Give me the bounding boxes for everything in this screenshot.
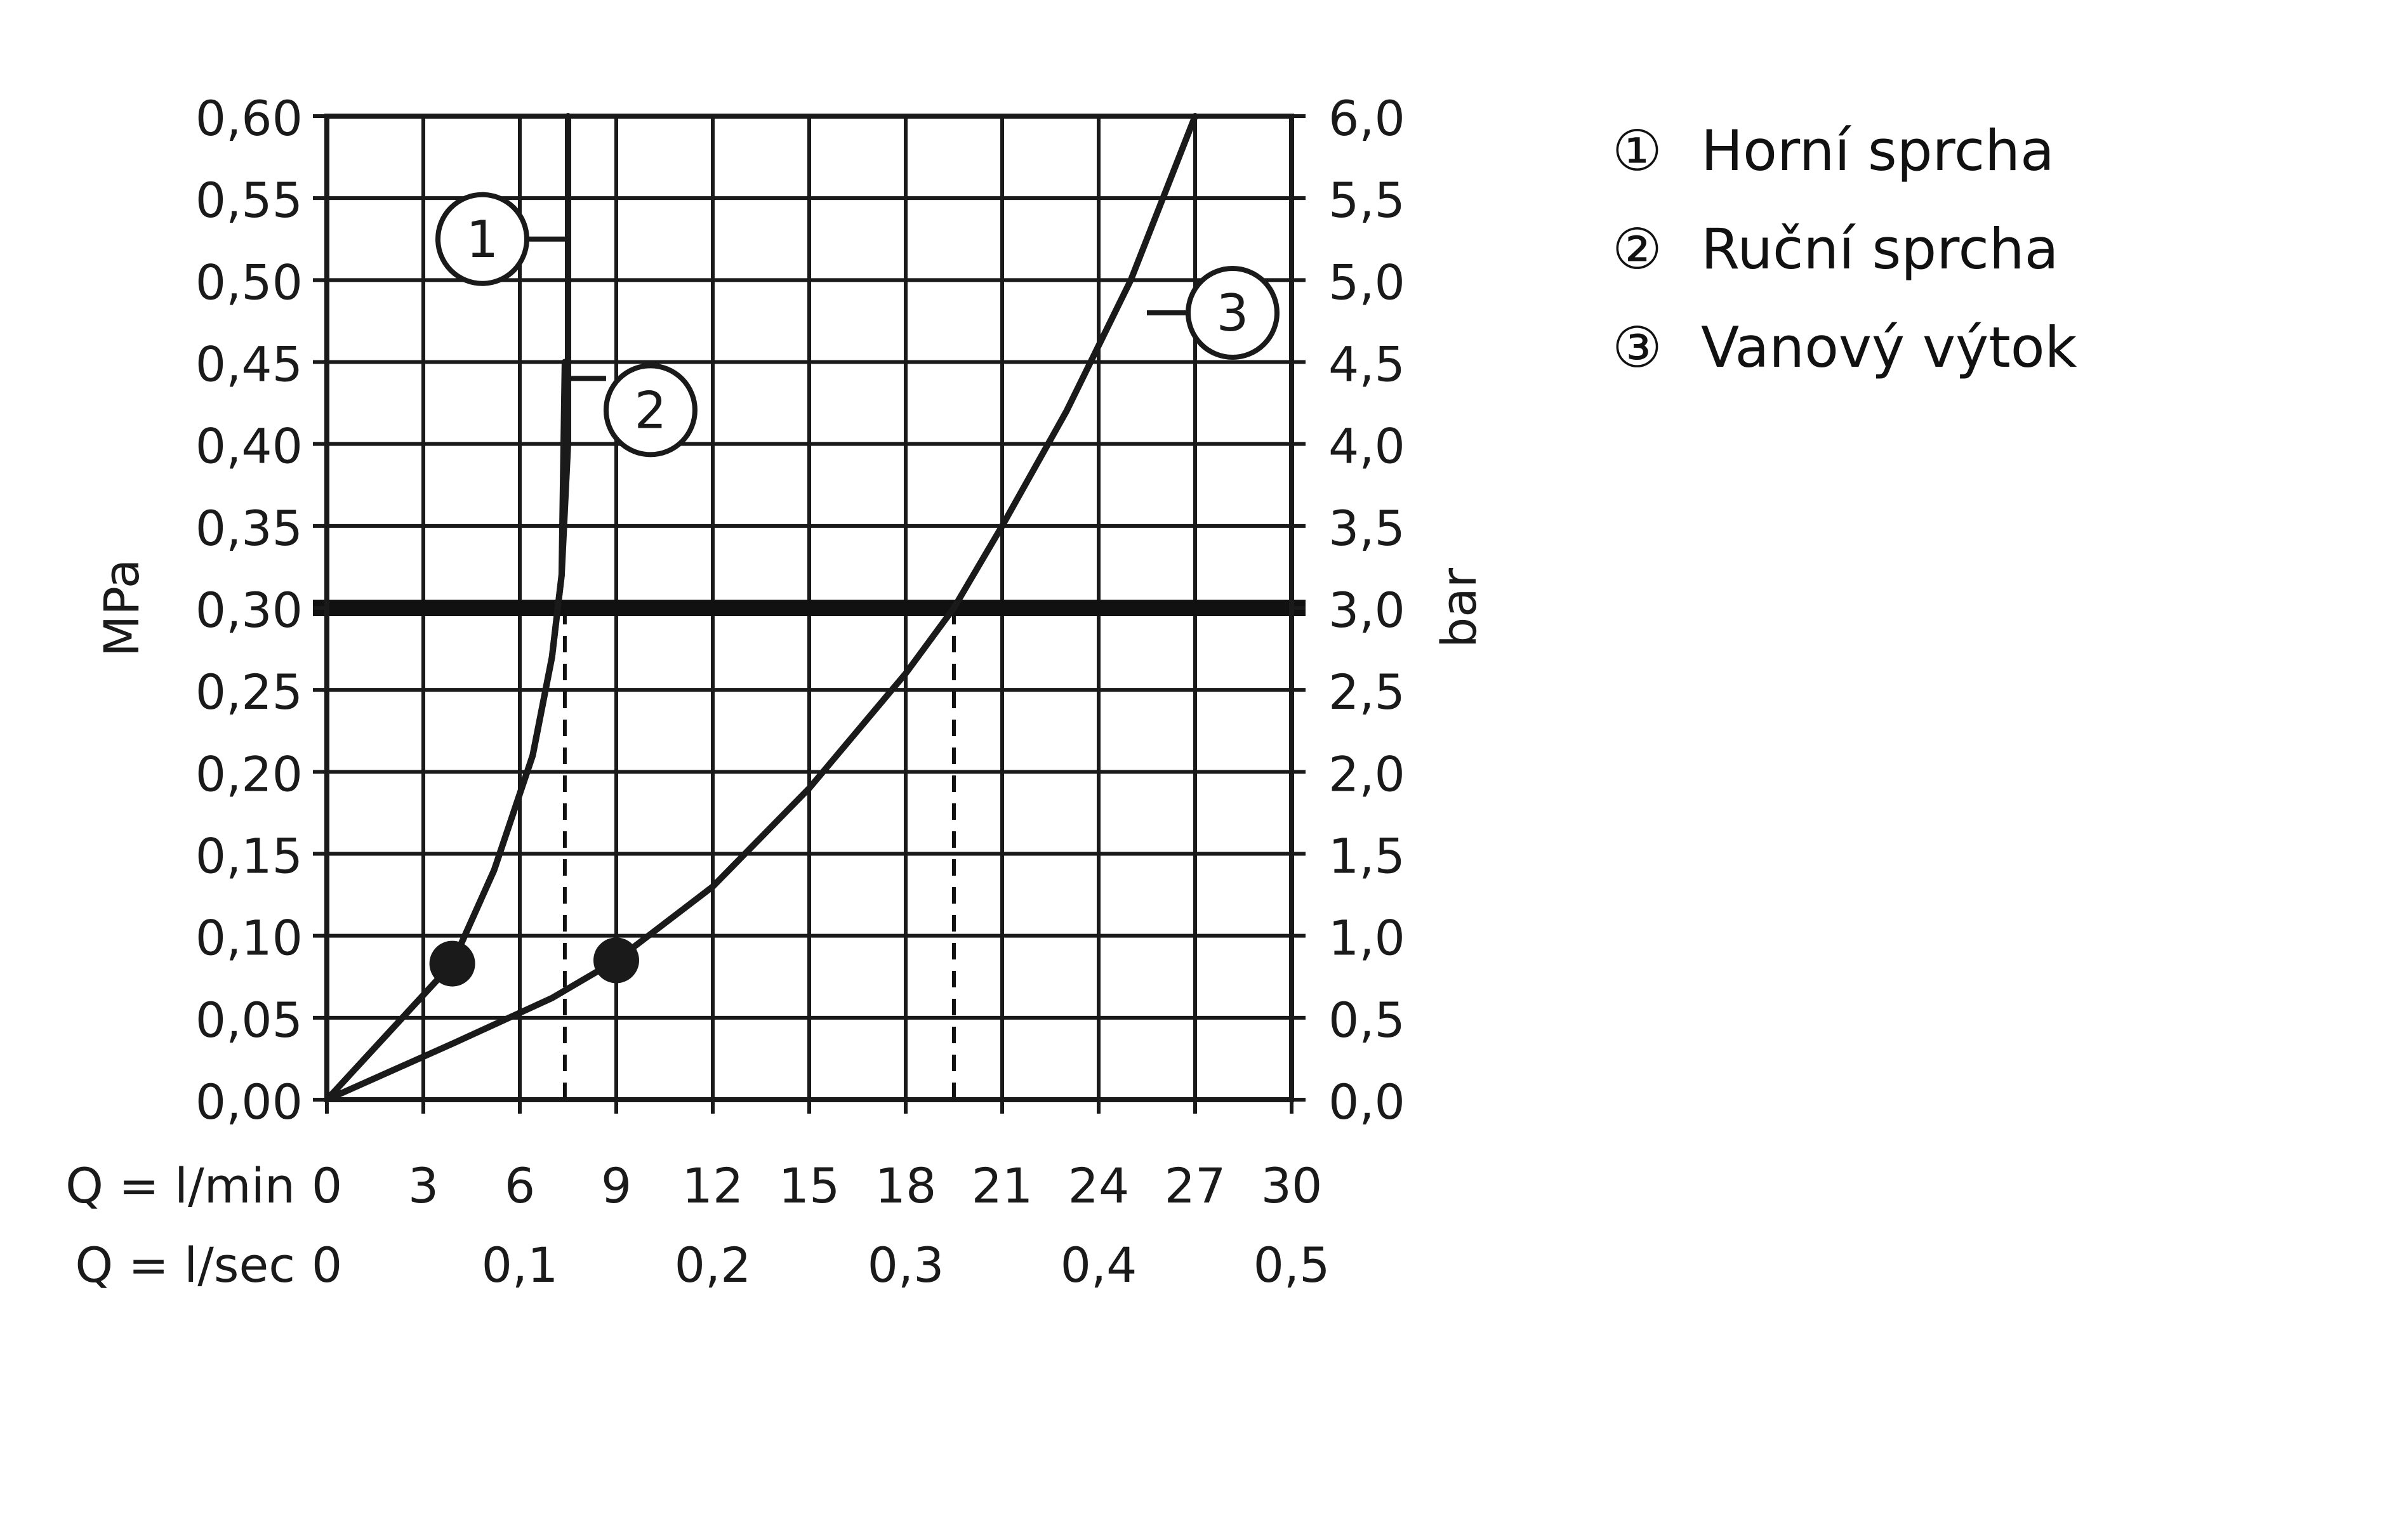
y-right-tick-label: 0,5 [1328,992,1405,1048]
y-right-tick-label: 2,0 [1328,746,1405,802]
legend-label: Horní sprcha [1701,118,2054,183]
x-tick-label: 18 [875,1157,937,1214]
legend: ① Horní sprcha ② Ruční sprcha ③ Vanový v… [1612,102,2077,397]
x-tick-label: 27 [1165,1157,1226,1214]
legend-label: Ruční sprcha [1701,216,2059,282]
x-tick-label: 0 [312,1157,342,1214]
x-tick-label: 0,3 [868,1237,944,1293]
x-tick-label: 24 [1068,1157,1130,1214]
y-left-tick-label: 0,30 [195,582,303,638]
y-left-axis-label: MPa [93,559,150,657]
reference-lines [313,600,1306,1100]
x-tick-label: 21 [972,1157,1033,1214]
x-tick-label: 9 [601,1157,632,1214]
x-axis-label: Q = l/sec [75,1237,295,1293]
x-tick-label: 0,4 [1061,1237,1137,1293]
y-right-tick-label: 0,0 [1328,1074,1405,1130]
y-left-tick-label: 0,55 [195,172,303,228]
x-tick-label: 12 [682,1157,744,1214]
x-axis-label: Q = l/min [65,1157,295,1214]
operating-points [429,937,639,987]
legend-marker: ② [1612,216,1662,282]
y-left-tick-label: 0,20 [195,746,303,802]
x-tick-label: 0,1 [482,1237,559,1293]
x-tick-label: 6 [505,1157,535,1214]
x-tick-label: 15 [779,1157,840,1214]
callout-label: 2 [634,381,666,440]
y-right-tick-label: 1,5 [1328,828,1405,885]
y-left-tick-label: 0,05 [195,992,303,1048]
y-right-tick-label: 4,5 [1328,336,1405,393]
x-tick-label: 0,5 [1254,1237,1330,1293]
y-right-tick-label: 3,0 [1328,582,1405,638]
legend-item-2: ② Ruční sprcha [1612,200,2077,298]
y-right-tick-label: 5,5 [1328,172,1405,228]
plot-frame [324,114,1294,1102]
operating-point [429,940,475,987]
legend-label: Vanový výtok [1701,315,2077,380]
y-left-tick-label: 0,35 [195,500,303,557]
callouts: 1 2 3 [435,192,1280,458]
y-left-tick-label: 0,15 [195,828,303,885]
legend-marker: ① [1612,118,1662,183]
callout-circle [603,363,698,458]
callout-label: 1 [466,210,499,269]
x-tick-label: 3 [408,1157,439,1214]
x-tick-label: 0 [312,1237,342,1293]
pressure-flow-chart: 123 0,00 0,00,05 0,50,10 1,00,15 1,50,20 2,00… [65,90,1487,1293]
series-line-3 [324,113,1198,1103]
y-left-tick-label: 0,00 [195,1074,303,1130]
y-left-tick-label: 0,40 [195,418,303,475]
legend-item-1: ① Horní sprcha [1612,102,2077,200]
y-left-tick-label: 0,10 [195,910,303,966]
y-right-axis-label: bar [1431,567,1487,648]
x-tick-label: 0,2 [675,1237,751,1293]
y-right-tick-label: 2,5 [1328,664,1405,720]
series-line-2 [324,359,568,1103]
callout-label: 3 [1217,284,1249,343]
operating-point [593,937,639,984]
y-left-tick-label: 0,25 [195,664,303,720]
y-right-tick-label: 1,0 [1328,910,1405,966]
x-tick-label: 30 [1261,1157,1323,1214]
callout-circle [435,192,529,286]
legend-marker: ③ [1612,315,1662,380]
y-left-tick-label: 0,50 [195,254,303,310]
y-right-tick-label: 4,0 [1328,418,1405,475]
y-left-tick-label: 0,45 [195,336,303,393]
y-right-tick-label: 6,0 [1328,90,1405,147]
callout-circle [1186,266,1280,360]
legend-item-3: ③ Vanový výtok [1612,298,2077,397]
y-left-tick-label: 0,60 [195,90,303,147]
axes: 0,00 0,00,05 0,50,10 1,00,15 1,50,20 2,00,25 2… [65,90,1487,1293]
y-right-tick-label: 5,0 [1328,254,1405,310]
y-right-tick-label: 3,5 [1328,500,1405,557]
